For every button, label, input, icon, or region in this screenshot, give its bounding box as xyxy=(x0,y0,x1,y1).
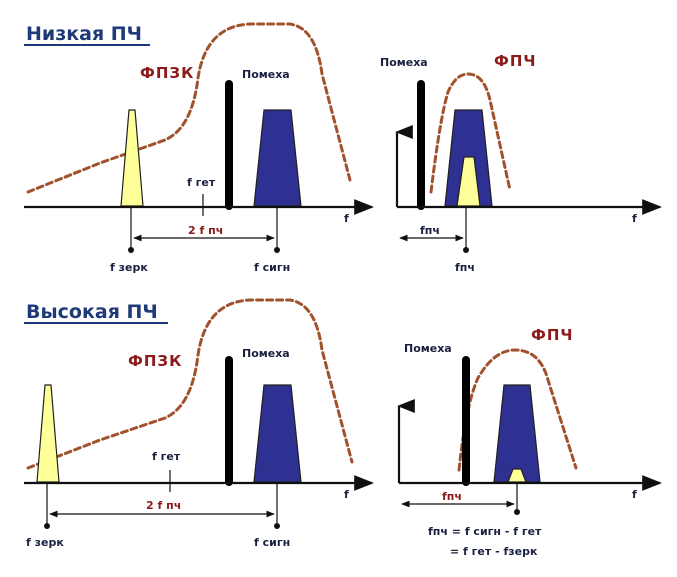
low-if-section: Низкая ПЧ ФПЗК Помеха f гет 2 f пч f зер… xyxy=(24,22,662,274)
low-if-fif-dim-label: fпч xyxy=(420,224,440,237)
high-if-left-interference-label: Помеха xyxy=(242,347,290,360)
high-if-2fif-label: 2 f пч xyxy=(146,499,181,512)
low-if-mirror-spectrum xyxy=(120,109,144,207)
high-if-het-label: f гет xyxy=(152,450,181,463)
low-if-mirror-dot xyxy=(128,247,134,253)
high-if-right-panel: Помеха ФПЧ fпч f fпч = f сигн - f гет = … xyxy=(397,326,662,558)
high-if-formula-line1: fпч = f сигн - f гет xyxy=(428,525,542,538)
high-if-if-signal-spectrum xyxy=(493,384,541,483)
low-if-right-interference-label: Помеха xyxy=(380,56,428,69)
low-if-signal-spectrum xyxy=(253,109,302,207)
low-if-fif-label: fпч xyxy=(455,261,475,274)
low-if-left-interference-label: Помеха xyxy=(242,68,290,81)
low-if-preselector-curve xyxy=(26,22,352,194)
high-if-mirror-dot xyxy=(44,523,50,529)
low-if-right-filter-label: ФПЧ xyxy=(494,52,537,70)
high-if-preselector-curve xyxy=(26,298,354,470)
high-if-signal-spectrum xyxy=(253,384,302,483)
low-if-if-dot xyxy=(463,247,469,253)
high-if-signal-dot xyxy=(274,523,280,529)
low-if-if-filter-curve xyxy=(429,72,512,194)
high-if-mirror-spectrum xyxy=(36,384,60,483)
low-if-left-panel: ФПЗК Помеха f гет 2 f пч f зерк f сигн f xyxy=(24,22,374,274)
high-if-if-dot xyxy=(514,509,520,515)
high-if-section: Высокая ПЧ ФПЗК Помеха f гет 2 f пч f зе… xyxy=(24,298,662,558)
low-if-left-filter-label: ФПЗК xyxy=(140,64,194,82)
high-if-left-panel: ФПЗК Помеха f гет 2 f пч f зерк f сигн f xyxy=(24,298,374,549)
low-if-title: Низкая ПЧ xyxy=(26,23,142,45)
high-if-signal-label: f сигн xyxy=(254,536,290,549)
high-if-right-axis-label: f xyxy=(632,488,637,501)
high-if-mirror-label: f зерк xyxy=(26,536,64,549)
high-if-right-filter-label: ФПЧ xyxy=(531,326,574,344)
low-if-right-panel: Помеха ФПЧ fпч fпч f xyxy=(380,52,662,274)
high-if-left-filter-label: ФПЗК xyxy=(128,352,182,370)
high-if-formula-line2: = f гет - fзерк xyxy=(450,545,538,558)
low-if-mirror-label: f зерк xyxy=(110,261,148,274)
low-if-het-label: f гет xyxy=(187,176,216,189)
high-if-left-axis-label: f xyxy=(344,488,349,501)
low-if-2fif-label: 2 f пч xyxy=(188,224,223,237)
low-if-right-axis-label: f xyxy=(632,212,637,225)
low-if-signal-label: f сигн xyxy=(254,261,290,274)
high-if-right-interference-label: Помеха xyxy=(404,342,452,355)
high-if-fif-dim-label: fпч xyxy=(442,490,462,503)
high-if-title: Высокая ПЧ xyxy=(26,301,158,323)
low-if-left-axis-label: f xyxy=(344,212,349,225)
low-if-signal-dot xyxy=(274,247,280,253)
